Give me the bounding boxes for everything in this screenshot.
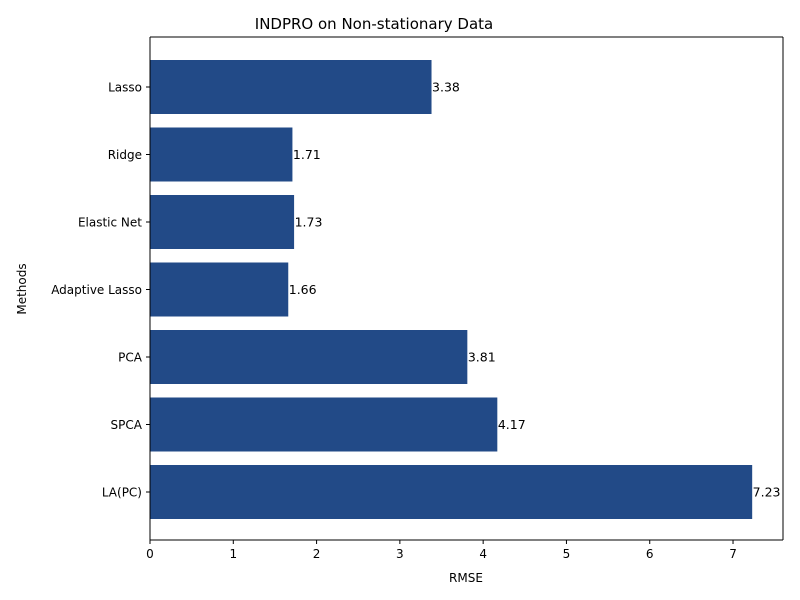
bar-pca: [150, 330, 468, 384]
bar-la-pc: [150, 465, 753, 519]
data-labels-group: 3.38 1.71 1.73 1.66 3.81 4.17 7.23: [289, 80, 781, 500]
x-tick-label-5: 5: [563, 547, 571, 561]
y-tick-label-elastic-net: Elastic Net: [78, 216, 142, 230]
data-label-ridge: 1.71: [293, 147, 321, 162]
x-tick-label-7: 7: [729, 547, 737, 561]
bar-elastic-net: [150, 195, 295, 249]
bar-spca: [150, 397, 498, 452]
x-tick-label-3: 3: [396, 547, 404, 561]
x-tick-label-4: 4: [479, 547, 487, 561]
y-tick-label-lasso: Lasso: [108, 81, 142, 95]
x-ticks-group: 0 1 2 3 4 5 6 7: [146, 540, 737, 561]
y-tick-label-la-pc: LA(PC): [102, 486, 142, 500]
chart-title: INDPRO on Non-stationary Data: [255, 15, 493, 33]
data-label-pca: 3.81: [468, 350, 496, 365]
y-tick-label-pca: PCA: [118, 351, 143, 365]
bar-lasso: [150, 60, 432, 114]
y-tick-label-ridge: Ridge: [108, 148, 142, 162]
x-tick-label-0: 0: [146, 547, 154, 561]
bars-group: [150, 60, 753, 519]
x-tick-label-1: 1: [229, 547, 237, 561]
data-label-adaptive-lasso: 1.66: [289, 282, 317, 297]
data-label-elastic-net: 1.73: [295, 215, 323, 230]
bar-ridge: [150, 127, 293, 182]
y-ticks-group: Lasso Ridge Elastic Net Adaptive Lasso PCA SP…: [51, 81, 150, 500]
x-axis-label: RMSE: [449, 571, 483, 585]
bar-adaptive-lasso: [150, 262, 289, 317]
axes-group: [149, 36, 784, 541]
x-tick-label-6: 6: [646, 547, 654, 561]
y-tick-label-adaptive-lasso: Adaptive Lasso: [51, 283, 142, 297]
y-tick-label-spca: SPCA: [111, 418, 143, 432]
data-label-la-pc: 7.23: [753, 485, 781, 500]
x-tick-label-2: 2: [313, 547, 321, 561]
data-label-lasso: 3.38: [432, 80, 460, 95]
data-label-spca: 4.17: [498, 417, 526, 432]
y-axis-label: Methods: [15, 263, 29, 314]
